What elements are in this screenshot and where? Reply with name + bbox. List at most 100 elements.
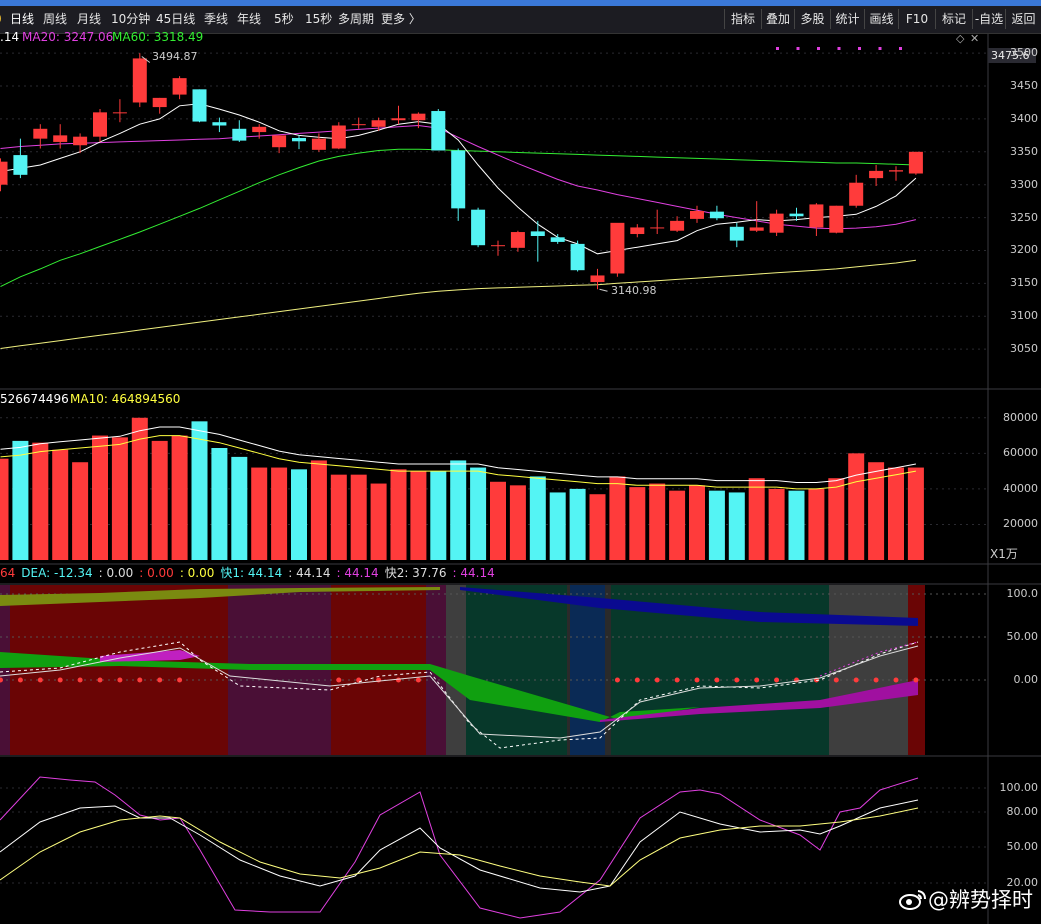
signal-dot (817, 47, 820, 50)
period-tab-5[interactable]: 季线 (204, 12, 229, 26)
period-tab-1[interactable]: 周线 (43, 12, 68, 26)
indicator-legend-item: : 44.14 (288, 566, 331, 580)
volume-bar (310, 460, 327, 560)
candle-body (331, 125, 346, 149)
volume-bar (629, 487, 646, 560)
upper-ribbon-blue (460, 587, 918, 626)
signal-dot-red (157, 677, 163, 683)
signal-dot (796, 47, 800, 50)
tool-button-5[interactable]: F10 (898, 9, 935, 29)
tool-button-3[interactable]: 统计 (830, 9, 864, 29)
volume-ma10-line (0, 435, 916, 490)
tool-button-0[interactable]: 指标 (724, 9, 761, 29)
tool-button-6[interactable]: 标记 (935, 9, 972, 29)
kdj-axis-tick: 100.00 (999, 781, 1039, 794)
volume-bar (390, 469, 407, 560)
indicator-axis-tick: 0.00 (1013, 673, 1039, 686)
volume-bar (868, 462, 885, 560)
candle-body (212, 122, 227, 126)
ma5-line (0, 103, 917, 255)
period-tab-7[interactable]: 5秒 (274, 12, 294, 26)
signal-dot-red (734, 677, 740, 683)
indicator-zone (605, 585, 611, 755)
tool-button-7[interactable]: -自选 (972, 9, 1005, 29)
indicator-legend-item: DEA: -12.34 (21, 566, 93, 580)
price-axis-tick: 3350 (1010, 144, 1038, 158)
tool-button-1[interactable]: 叠加 (761, 9, 794, 29)
signal-dot (878, 47, 882, 50)
signal-dot-red (853, 677, 859, 683)
candle-body (889, 170, 903, 172)
volume-axis-tick: 60000 (1003, 446, 1038, 460)
indicator-legend-item: 快1: 44.14 (220, 566, 283, 580)
signal-dot-red (774, 677, 780, 683)
high-marker (141, 56, 151, 63)
watermark-text: @辨势择时 (928, 888, 1033, 912)
price-axis-tick: 3250 (1010, 210, 1038, 224)
candle-body (749, 227, 764, 231)
period-tab-10[interactable]: 更多 〉 (381, 12, 421, 26)
period-tab-4[interactable]: 45日线 (156, 12, 196, 26)
period-tab-8[interactable]: 15秒 (305, 12, 333, 26)
period-tab-2[interactable]: 月线 (77, 12, 102, 26)
volume-bar (808, 488, 825, 560)
close-icon[interactable]: ✕ (970, 32, 980, 45)
volume-bar (728, 492, 745, 560)
ma60-legend: MA60: 3318.49 (112, 30, 204, 44)
candle-body (232, 128, 247, 141)
volume-bar (609, 476, 626, 560)
period-tab-9[interactable]: 多周期 (338, 12, 375, 26)
volume-bar (649, 483, 666, 560)
candle-body (411, 113, 426, 121)
volume-bar (0, 458, 9, 560)
volume-bar (350, 474, 367, 560)
candle-body (172, 78, 187, 95)
kdj-axis-tick: 80.00 (1006, 805, 1039, 818)
candle-body (849, 182, 864, 206)
volume-bar (330, 474, 347, 560)
price-axis-tick: 3200 (1010, 243, 1038, 257)
signal-dot-red (833, 677, 839, 683)
volume-bar (92, 435, 108, 560)
volume-bar (748, 478, 765, 560)
indicator-legend-item: : 44.14 (336, 566, 379, 580)
candle-body (530, 231, 545, 236)
candle-body (789, 213, 804, 217)
volume-bar (151, 440, 168, 560)
period-tab-0[interactable]: 日线 (10, 12, 35, 26)
ma20-line (0, 124, 917, 230)
period-tab-3[interactable]: 10分钟 (111, 12, 151, 26)
diamond-icon[interactable]: ◇ (956, 32, 965, 45)
signal-dot-red (77, 677, 83, 683)
indicator-zone (570, 585, 605, 755)
candle-body (0, 161, 8, 185)
candle-body (272, 135, 287, 148)
candle-body (769, 213, 784, 233)
volume-bar (52, 449, 69, 560)
candle-body (550, 237, 565, 242)
candle-body (829, 205, 844, 233)
tool-button-2[interactable]: 多股 (794, 9, 830, 29)
volume-bar (211, 448, 228, 560)
candle-body (431, 111, 446, 151)
signal-dot-red (614, 677, 620, 683)
candle-body (690, 211, 704, 219)
volume-bar (271, 467, 288, 560)
tool-button-4[interactable]: 画线 (864, 9, 898, 29)
candle-body (510, 232, 525, 248)
upper-ribbon-olive (0, 587, 440, 606)
candle-body (371, 120, 386, 127)
candle-body (311, 138, 326, 150)
candle-body (351, 124, 366, 126)
candle-body (152, 97, 167, 108)
volume-axis-tick: 20000 (1003, 517, 1038, 531)
volume-bar (430, 471, 447, 560)
volume-bar (490, 481, 506, 560)
period-tab-6[interactable]: 年线 (237, 12, 262, 26)
indicator-legend-item: : 0.00 (139, 566, 174, 580)
volume-axis-tick: 40000 (1003, 481, 1038, 495)
tool-button-8[interactable]: 返回 (1005, 9, 1041, 29)
volume-bar (907, 467, 924, 560)
indicator-legend-item: : 0.00 (179, 566, 215, 580)
